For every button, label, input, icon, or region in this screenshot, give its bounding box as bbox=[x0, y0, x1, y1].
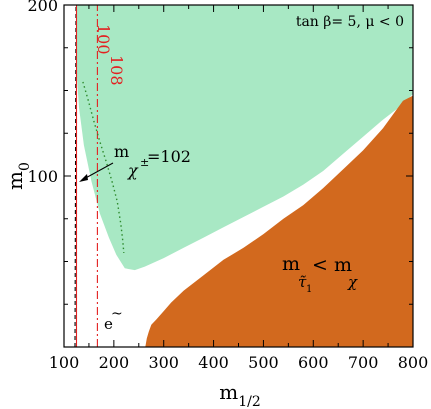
chargino-label-pm: ± bbox=[140, 156, 149, 169]
stau-label-chi: χ bbox=[347, 273, 358, 291]
chargino-102-line bbox=[74, 5, 77, 347]
x-tick-label: 700 bbox=[348, 353, 379, 372]
x-tick-label: 200 bbox=[99, 353, 130, 372]
plot-area bbox=[74, 5, 413, 347]
chargino-arrow-head bbox=[79, 174, 88, 182]
x-axis-label-sub: 1/2 bbox=[238, 394, 261, 409]
stau-label-m: m bbox=[282, 253, 300, 275]
line-100-label: 100 bbox=[94, 24, 113, 55]
green-region bbox=[76, 5, 413, 271]
chargino-label-chi: χ bbox=[127, 161, 139, 180]
x-tick-label: 100 bbox=[49, 353, 80, 372]
x-axis-label: m1/2 bbox=[219, 380, 261, 409]
selectron-label-tilde: ~ bbox=[111, 306, 123, 322]
selectron-label-e: e bbox=[104, 315, 113, 333]
chargino-label-value: =102 bbox=[147, 147, 191, 166]
x-axis-label-base: m bbox=[219, 380, 238, 404]
annotation-title: tan β= 5, μ < 0 bbox=[296, 14, 404, 30]
y-tick-label: 100 bbox=[27, 167, 58, 186]
x-tick-label: 600 bbox=[298, 353, 329, 372]
y-axis-label-sub: 0 bbox=[17, 162, 33, 171]
stau-label-tau: τ̃ bbox=[298, 273, 307, 291]
axis-ticks: 100 200 300 400 500 600 700 800 100 200 bbox=[27, 0, 428, 372]
y-axis-label: m0 bbox=[3, 162, 33, 190]
x-tick-label: 400 bbox=[198, 353, 229, 372]
stau-label-index: 1 bbox=[306, 284, 312, 295]
y-tick-label: 200 bbox=[27, 0, 58, 15]
chargino-label-m: m bbox=[114, 142, 129, 161]
chargino-annotation: m χ ± =102 bbox=[79, 142, 191, 182]
x-tick-label: 800 bbox=[398, 353, 429, 372]
y-axis-label-base: m bbox=[3, 171, 27, 190]
stau-label-lt: < m bbox=[312, 254, 352, 276]
orange-region bbox=[145, 95, 413, 347]
orange-region-label: m τ̃ 1 < m χ bbox=[282, 253, 358, 295]
x-tick-label: 300 bbox=[148, 353, 179, 372]
x-tick-label: 500 bbox=[248, 353, 279, 372]
line-108-label: 108 bbox=[107, 55, 126, 86]
